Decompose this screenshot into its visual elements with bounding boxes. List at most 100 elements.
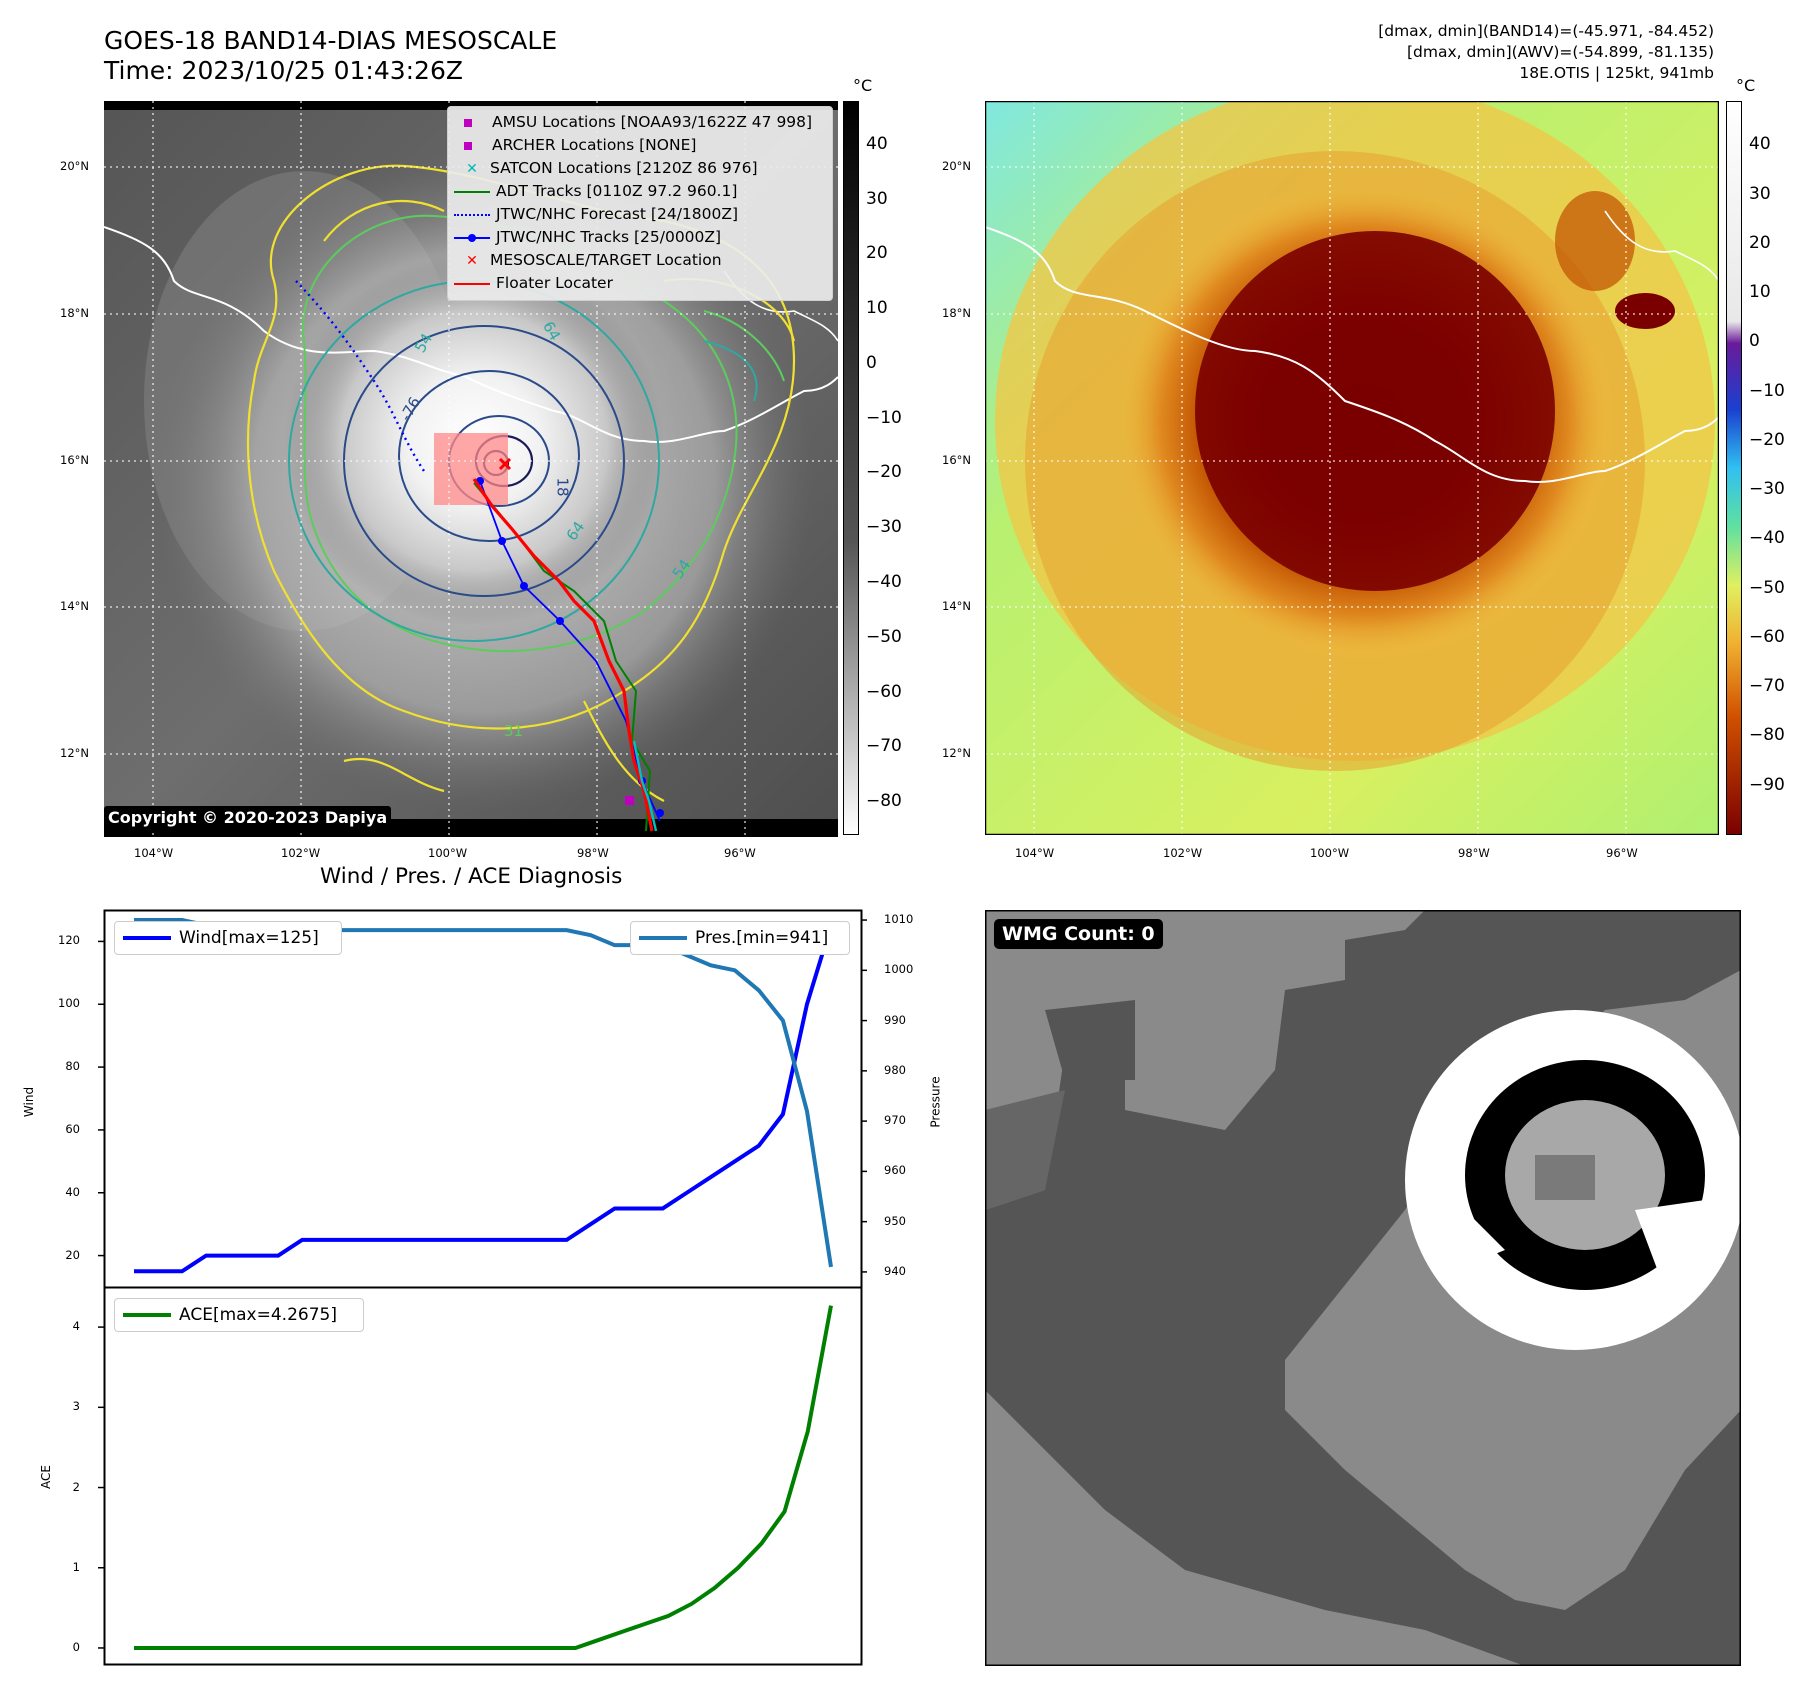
legend-label: JTWC/NHC Forecast [24/1800Z]: [496, 205, 739, 223]
colorbar-tick: −10: [1749, 380, 1785, 401]
lon-label: 98°W: [1458, 846, 1490, 860]
wmg-count-badge: WMG Count: 0: [994, 919, 1163, 949]
ace-legend-label: ACE[max=4.2675]: [179, 1305, 337, 1325]
lon-label: 102°W: [1163, 846, 1203, 860]
contour-label: 18: [553, 477, 572, 497]
axis-tick-label: 60: [65, 1121, 80, 1136]
axis-tick-label: 950: [884, 1213, 906, 1228]
colorbar-tick: −60: [1749, 626, 1785, 647]
colorbar-tick: −30: [1749, 479, 1785, 500]
pressure-legend: Pres.[min=941]: [630, 921, 850, 955]
axis-tick-label: 990: [884, 1012, 906, 1027]
colorbar-tick: 0: [1749, 331, 1760, 352]
lon-label: 104°W: [134, 846, 174, 860]
legend-label: Floater Locater: [496, 274, 613, 292]
legend-marker-square: [464, 118, 472, 127]
colorbar-tick: 10: [866, 298, 888, 319]
lat-label: 20°N: [942, 159, 971, 173]
colorbar-tick: −60: [866, 681, 902, 702]
legend-item: ✕ SATCON Locations [2120Z 86 976]: [448, 157, 758, 180]
colorbar-tick: 30: [1749, 183, 1771, 204]
lon-label: 96°W: [724, 846, 756, 860]
colorbar-tick: 0: [866, 352, 877, 373]
lat-label: 14°N: [942, 599, 971, 613]
lon-label: 102°W: [281, 846, 321, 860]
lat-label: 16°N: [942, 453, 971, 467]
pressure-legend-label: Pres.[min=941]: [695, 928, 829, 948]
colorbar-tick: −90: [1749, 774, 1785, 795]
lat-label: 12°N: [60, 746, 89, 760]
lat-label: 16°N: [60, 453, 89, 467]
legend-label: ADT Tracks [0110Z 97.2 960.1]: [496, 182, 738, 200]
ace-axis-label: ACE: [38, 1465, 53, 1489]
colorbar-tick: 10: [1749, 282, 1771, 303]
colorbar-tick: 20: [1749, 232, 1771, 253]
lat-label: 18°N: [60, 306, 89, 320]
lon-label: 98°W: [577, 846, 609, 860]
storm-info-text: 18E.OTIS | 125kt, 941mb: [1519, 64, 1714, 82]
colorbar-left-unit: °C: [853, 76, 873, 95]
chart-title: GOES-18 BAND14-DIAS MESOSCALE: [104, 26, 558, 55]
lat-label: 20°N: [60, 159, 89, 173]
copyright-badge: Copyright © 2020-2023 Dapiya: [104, 806, 392, 829]
legend-marker-line: [454, 190, 490, 193]
lat-label: 18°N: [942, 306, 971, 320]
legend-item: ✕ MESOSCALE/TARGET Location: [448, 249, 721, 272]
colorbar-right: [1726, 101, 1742, 835]
colorbar-tick: 40: [1749, 134, 1771, 155]
axis-tick-label: 2: [72, 1479, 80, 1494]
wind-legend-label: Wind[max=125]: [179, 928, 319, 948]
colorbar-tick: 40: [866, 133, 888, 154]
legend-item: AMSU Locations [NOAA93/1622Z 47 998]: [448, 111, 812, 134]
axis-tick-label: 4: [72, 1319, 80, 1334]
axis-tick-label: 1010: [884, 912, 914, 927]
colorbar-tick: −20: [1749, 429, 1785, 450]
colorbar-right-unit: °C: [1736, 76, 1756, 95]
legend-item: JTWC/NHC Tracks [25/0000Z]: [448, 226, 721, 249]
wind-legend: Wind[max=125]: [114, 921, 342, 955]
legend-item: Floater Locater: [448, 272, 613, 295]
legend-marker-x: ✕: [466, 253, 478, 269]
colorbar-tick: −50: [1749, 577, 1785, 598]
legend-label: ARCHER Locations [NONE]: [492, 136, 697, 154]
lon-label: 104°W: [1015, 846, 1055, 860]
colorbar-tick: −70: [1749, 676, 1785, 697]
legend-marker-line: [454, 282, 490, 285]
axis-tick-label: 960: [884, 1163, 906, 1178]
axis-tick-label: 100: [58, 996, 80, 1011]
colorbar-left: [843, 101, 859, 835]
axis-tick-label: 1: [72, 1559, 80, 1574]
axis-tick-label: 980: [884, 1062, 906, 1077]
colorbar-tick: −80: [1749, 725, 1785, 746]
diagnosis-chart: [98, 909, 867, 1666]
legend-marker-dotted: [454, 213, 490, 216]
diagnosis-title: Wind / Pres. / ACE Diagnosis: [320, 864, 623, 889]
lat-label: 12°N: [942, 746, 971, 760]
colorbar-tick: −70: [866, 736, 902, 757]
wind-series-line: [134, 925, 833, 1274]
colorbar-tick: −40: [866, 572, 902, 593]
legend-item: JTWC/NHC Forecast [24/1800Z]: [448, 203, 738, 226]
axis-tick-label: 20: [65, 1247, 80, 1262]
colorbar-tick: −30: [866, 517, 902, 538]
colorbar-tick: −50: [866, 626, 902, 647]
axis-tick-label: 80: [65, 1059, 80, 1074]
colorbar-tick: −10: [866, 407, 902, 428]
legend-label: AMSU Locations [NOAA93/1622Z 47 998]: [492, 113, 813, 131]
contour-label: 31: [504, 722, 524, 740]
axis-tick-label: 1000: [884, 962, 914, 977]
colorbar-tick: −40: [1749, 528, 1785, 549]
ace-series-line: [134, 1305, 833, 1650]
colorbar-tick: 20: [866, 243, 888, 264]
wmg-map: [985, 910, 1741, 1666]
axis-tick-label: 40: [65, 1184, 80, 1199]
pressure-axis-label: Pressure: [928, 1076, 943, 1128]
lon-label: 100°W: [428, 846, 468, 860]
legend-item: ADT Tracks [0110Z 97.2 960.1]: [448, 180, 737, 203]
axis-tick-label: 0: [72, 1639, 80, 1654]
legend-marker-x: ✕: [466, 161, 478, 177]
legend-marker-line-dot: [454, 233, 490, 242]
chart-time: Time: 2023/10/25 01:43:26Z: [104, 56, 463, 85]
colorbar-tick: 30: [866, 188, 888, 209]
legend-label: SATCON Locations [2120Z 86 976]: [490, 159, 758, 177]
